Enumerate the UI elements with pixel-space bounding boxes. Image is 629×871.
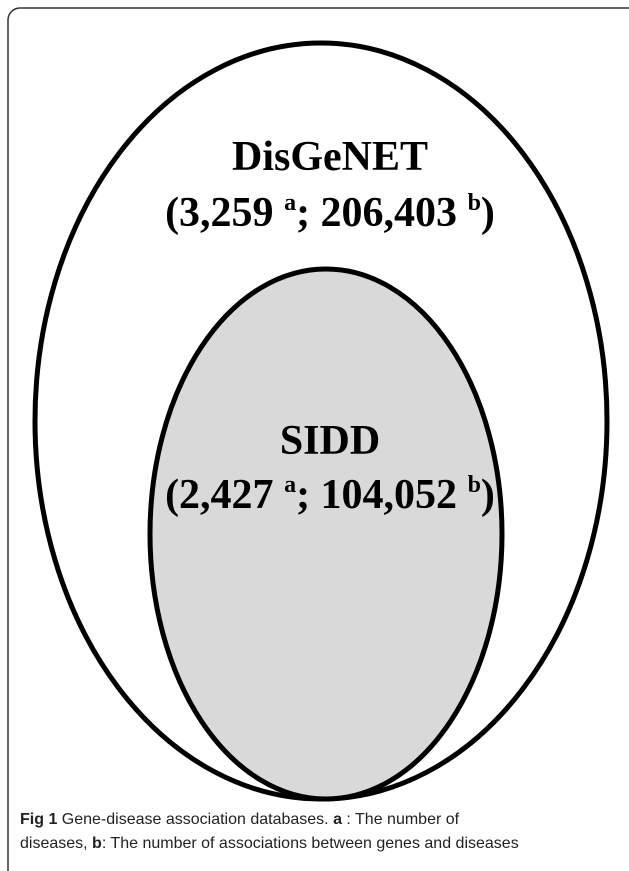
superscript: b [468, 190, 481, 216]
count-text: ; 206,403 [296, 190, 468, 236]
caption-key: a [333, 811, 342, 828]
figure-border [7, 7, 629, 871]
caption-key: b [92, 835, 102, 852]
caption-label: Fig 1 [20, 811, 58, 828]
inner-ellipse [147, 266, 505, 802]
count-text: (2,427 [165, 472, 284, 518]
outer-counts: (3,259 a; 206,403 b) [165, 190, 495, 236]
caption-text: : The number of associations between gen… [101, 835, 519, 852]
caption: Fig 1 Gene-disease association databases… [20, 808, 620, 856]
count-text: ; 104,052 [296, 472, 468, 518]
caption-text: diseases, [20, 835, 93, 852]
caption-text: Gene-disease association databases. [57, 811, 334, 828]
inner-name: SIDD [280, 418, 380, 464]
superscript: a [284, 190, 296, 216]
caption-text: : The number of [341, 811, 460, 828]
superscript: a [284, 472, 296, 498]
outer-name: DisGeNET [232, 134, 428, 180]
superscript: b [468, 472, 481, 498]
inner-counts: (2,427 a; 104,052 b) [165, 472, 495, 518]
count-text: (3,259 [165, 190, 284, 236]
count-text: ) [481, 472, 495, 518]
count-text: ) [481, 190, 495, 236]
